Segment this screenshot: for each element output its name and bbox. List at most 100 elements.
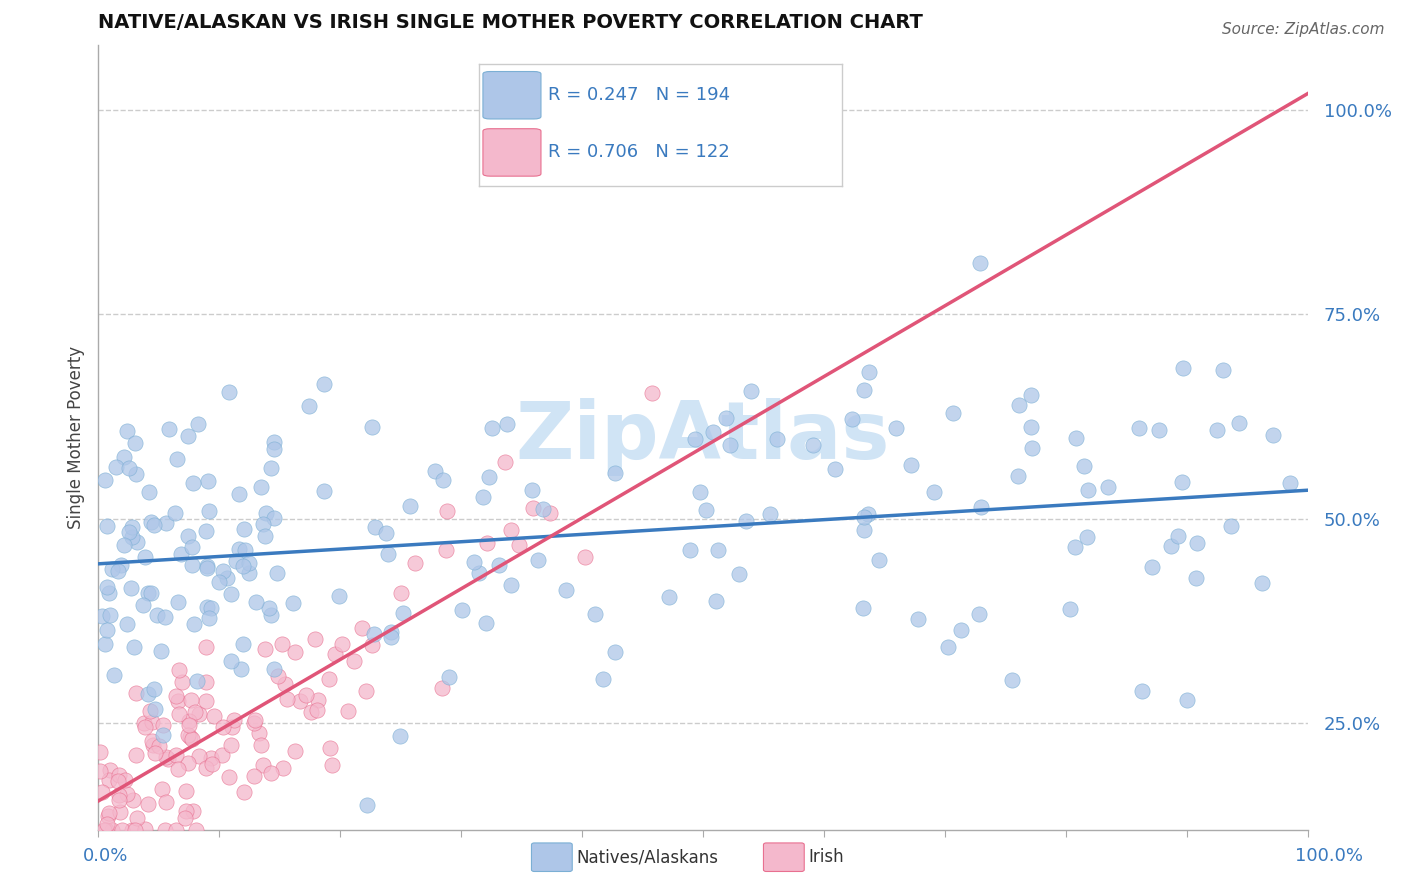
Point	[266, 566, 288, 581]
Point	[202, 708, 225, 723]
Point	[1279, 476, 1302, 491]
Point	[173, 811, 195, 825]
Point	[436, 543, 458, 558]
Point	[139, 704, 162, 718]
Point	[305, 703, 328, 717]
Point	[463, 555, 485, 569]
Point	[183, 616, 205, 631]
Point	[121, 520, 143, 534]
Point	[574, 549, 596, 564]
Point	[900, 458, 922, 473]
Point	[110, 822, 132, 837]
Point	[96, 580, 118, 594]
Point	[907, 612, 929, 626]
Point	[194, 524, 217, 538]
Point	[218, 770, 240, 784]
Point	[380, 630, 402, 644]
Point	[252, 758, 274, 772]
Point	[197, 474, 219, 488]
Point	[165, 690, 187, 704]
Point	[125, 686, 148, 700]
Point	[263, 434, 285, 449]
Point	[174, 804, 197, 818]
Point	[115, 617, 138, 632]
Point	[1185, 536, 1208, 550]
Point	[361, 638, 384, 652]
Point	[143, 702, 166, 716]
Point	[218, 384, 240, 399]
Point	[195, 600, 218, 615]
Point	[153, 822, 176, 837]
Point	[200, 751, 222, 765]
Point	[714, 410, 737, 425]
Point	[249, 480, 271, 494]
Point	[165, 506, 187, 520]
Point	[841, 412, 863, 426]
Point	[132, 715, 155, 730]
Point	[727, 567, 749, 582]
Point	[219, 587, 242, 601]
Point	[200, 756, 222, 771]
Point	[96, 624, 118, 638]
Point	[263, 442, 285, 456]
Point	[89, 745, 111, 759]
Point	[194, 761, 217, 775]
Point	[253, 529, 276, 543]
Point	[1008, 398, 1031, 412]
Text: 100.0%: 100.0%	[1295, 847, 1362, 865]
Point	[853, 383, 876, 397]
Point	[263, 662, 285, 676]
Point	[321, 757, 343, 772]
Point	[361, 420, 384, 434]
Point	[232, 559, 254, 574]
Point	[174, 784, 197, 798]
Point	[181, 475, 204, 490]
Point	[170, 547, 193, 561]
Point	[157, 422, 180, 436]
Point	[124, 822, 146, 837]
Point	[695, 502, 717, 516]
Point	[152, 728, 174, 742]
Point	[706, 543, 728, 558]
Point	[245, 595, 267, 609]
Point	[197, 561, 219, 575]
Point	[186, 674, 208, 689]
Point	[108, 793, 131, 807]
Point	[142, 682, 165, 697]
Point	[110, 558, 132, 572]
Point	[766, 433, 789, 447]
Point	[124, 436, 146, 450]
Point	[153, 610, 176, 624]
Point	[1171, 475, 1194, 489]
Point	[117, 787, 139, 801]
Point	[141, 734, 163, 748]
Point	[89, 764, 111, 779]
Point	[522, 501, 544, 516]
Point	[211, 564, 233, 578]
Point	[136, 687, 159, 701]
Point	[156, 752, 179, 766]
Point	[115, 424, 138, 438]
Point	[432, 473, 454, 487]
Point	[177, 718, 200, 732]
Point	[318, 741, 340, 756]
Point	[221, 654, 243, 668]
Point	[155, 795, 177, 809]
Point	[299, 705, 322, 719]
Point	[1212, 363, 1234, 377]
Point	[392, 606, 415, 620]
Point	[136, 797, 159, 811]
Point	[146, 607, 169, 622]
Point	[233, 543, 256, 558]
Point	[180, 558, 202, 573]
Point	[179, 730, 201, 744]
Point	[211, 747, 233, 762]
Point	[118, 460, 141, 475]
Point	[194, 694, 217, 708]
Point	[98, 608, 121, 623]
Point	[167, 694, 190, 708]
Point	[101, 562, 124, 576]
Point	[1019, 388, 1042, 402]
Text: Source: ZipAtlas.com: Source: ZipAtlas.com	[1222, 22, 1385, 37]
Point	[167, 663, 190, 677]
